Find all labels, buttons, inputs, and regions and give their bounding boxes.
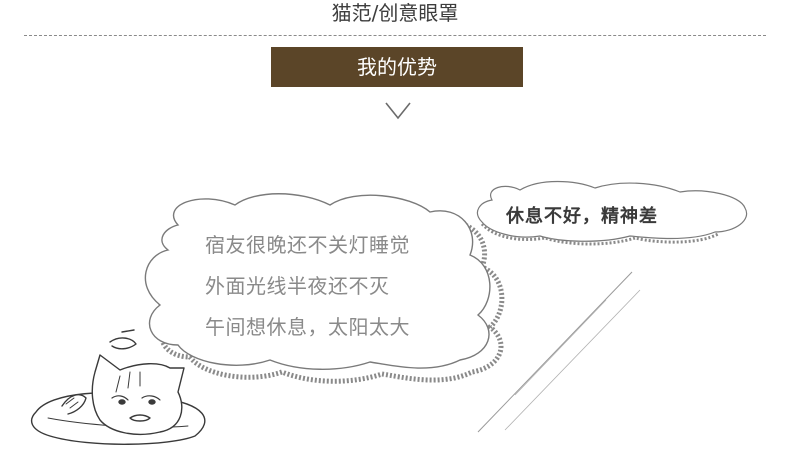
chevron-down-icon [385, 102, 411, 120]
cloud-bubble-left [144, 193, 491, 370]
bubble-line-1: 宿友很晚还不关灯睡觉 [205, 233, 410, 257]
bubble-line-2: 外面光线半夜还不灭 [205, 274, 390, 298]
sleepy-cat-illustration [30, 329, 206, 445]
right-bubble-caption: 休息不好，精神差 [506, 206, 658, 227]
page-title: 猫范/创意眼罩 [331, 1, 459, 25]
cloud-bubble-right [477, 180, 748, 242]
cloud-bubble-right-shadow [480, 222, 719, 246]
section-banner: 我的优势 [271, 47, 523, 87]
dashed-divider [24, 35, 766, 36]
bubble-line-3: 午间想休息，太阳太大 [205, 315, 410, 339]
